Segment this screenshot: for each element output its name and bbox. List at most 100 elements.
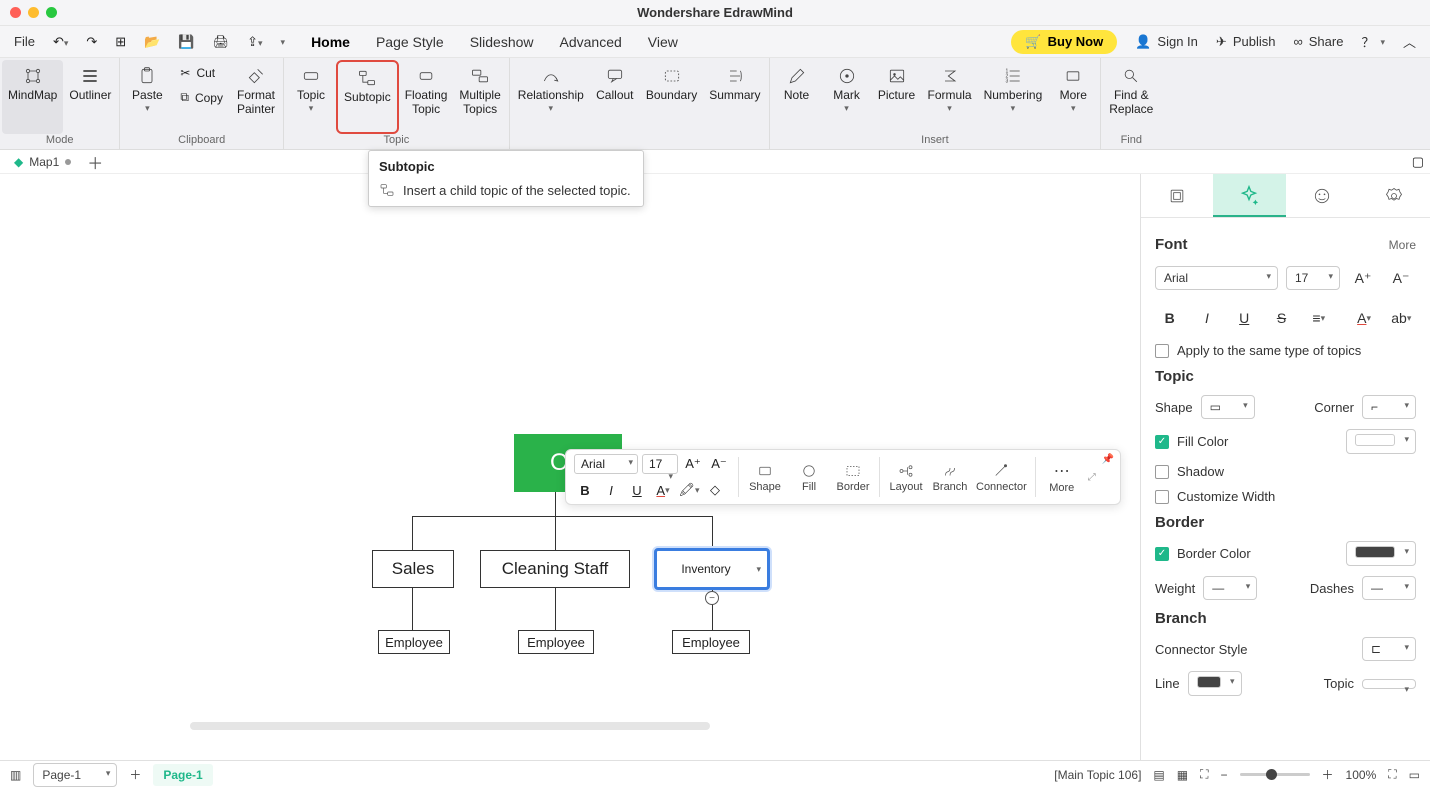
fit-page-button[interactable]: ⛶	[1200, 767, 1208, 782]
rp-decrease-font-button[interactable]: A⁻	[1386, 263, 1416, 293]
fullscreen-button[interactable]: ⛶	[1388, 767, 1396, 782]
insert-more-button[interactable]: More▾	[1048, 60, 1098, 134]
add-document-button[interactable]: ＋	[87, 150, 103, 174]
subtopic-button[interactable]: Subtopic	[336, 60, 399, 134]
collapse-toggle[interactable]: −	[705, 591, 719, 605]
apply-same-checkbox[interactable]	[1155, 344, 1169, 358]
shape-tool-button[interactable]: Shape	[747, 462, 783, 493]
panel-tab-settings[interactable]	[1358, 174, 1430, 217]
page-tab-active[interactable]: Page-1	[153, 764, 212, 786]
rp-underline-button[interactable]: U	[1230, 303, 1259, 333]
pin-toolbar-button[interactable]: 📌	[1102, 454, 1114, 465]
shape-select[interactable]: ▭	[1201, 395, 1255, 419]
close-window-icon[interactable]	[10, 7, 21, 18]
tab-advanced[interactable]: Advanced	[560, 34, 622, 50]
tab-slideshow[interactable]: Slideshow	[470, 34, 534, 50]
rp-font-family-select[interactable]: Arial	[1155, 266, 1278, 290]
topic-button[interactable]: Topic ▾	[286, 60, 336, 134]
rp-strikethrough-button[interactable]: S	[1267, 303, 1296, 333]
tab-page-style[interactable]: Page Style	[376, 34, 444, 50]
mark-button[interactable]: Mark▾	[822, 60, 872, 134]
qa-more[interactable]: ▾	[281, 38, 286, 46]
underline-button[interactable]: U	[626, 479, 648, 501]
rp-italic-button[interactable]: I	[1192, 303, 1221, 333]
mindmap-node-cleaning-staff[interactable]: Cleaning Staff	[480, 550, 630, 588]
float-more-button[interactable]: ⋯More	[1044, 461, 1080, 494]
numbering-button[interactable]: 123Numbering▾	[978, 60, 1049, 134]
find-replace-button[interactable]: Find & Replace	[1103, 60, 1159, 134]
font-more-link[interactable]: More	[1389, 238, 1416, 252]
minimize-window-icon[interactable]	[28, 7, 39, 18]
add-page-button[interactable]: ＋	[129, 766, 141, 783]
print-button[interactable]: 🖨	[213, 34, 230, 50]
branch-tool-button[interactable]: Branch	[932, 462, 968, 493]
zoom-slider[interactable]	[1240, 773, 1310, 776]
italic-button[interactable]: I	[600, 479, 622, 501]
fill-color-checkbox[interactable]: ✓	[1155, 435, 1169, 449]
rp-font-color-button[interactable]: A▾	[1349, 303, 1378, 333]
corner-select[interactable]: ⌐	[1362, 395, 1416, 419]
mindmap-node-employee-2[interactable]: Employee	[518, 630, 594, 654]
panel-toggle-button[interactable]: ▭	[1409, 768, 1420, 782]
zoom-in-button[interactable]: ＋	[1322, 766, 1334, 783]
border-color-checkbox[interactable]: ✓	[1155, 547, 1169, 561]
increase-font-button[interactable]: A⁺	[682, 453, 704, 475]
rp-font-size-select[interactable]: 17	[1286, 266, 1340, 290]
save-button[interactable]: 💾	[178, 34, 194, 50]
rp-bold-button[interactable]: B	[1155, 303, 1184, 333]
weight-select[interactable]: ―	[1203, 576, 1257, 600]
maximize-window-icon[interactable]	[46, 7, 57, 18]
page-selector[interactable]: Page-1	[33, 763, 117, 787]
view-mode-1-button[interactable]: ▤	[1153, 768, 1164, 782]
zoom-out-button[interactable]: −	[1221, 768, 1228, 782]
relationship-button[interactable]: Relationship ▾	[512, 60, 590, 134]
share-button[interactable]: ∞ Share	[1293, 34, 1343, 49]
multiple-topics-button[interactable]: Multiple Topics	[453, 60, 506, 134]
buy-now-button[interactable]: 🛒 Buy Now	[1011, 30, 1117, 54]
sign-in-button[interactable]: 👤 Sign In	[1135, 34, 1198, 50]
font-family-select[interactable]: Arial	[574, 454, 638, 474]
customize-width-checkbox[interactable]	[1155, 490, 1169, 504]
note-button[interactable]: Note	[772, 60, 822, 134]
outline-view-button[interactable]: ▥	[10, 768, 21, 782]
line-color-select[interactable]	[1188, 671, 1242, 696]
panel-tab-page[interactable]	[1141, 174, 1213, 217]
copy-button[interactable]: ⧉ Copy	[178, 86, 225, 109]
file-menu[interactable]: File	[14, 34, 35, 49]
outliner-mode-button[interactable]: Outliner	[63, 60, 117, 134]
tab-home[interactable]: Home	[311, 34, 350, 50]
summary-button[interactable]: Summary	[703, 60, 766, 134]
mindmap-node-employee-3[interactable]: Employee	[672, 630, 750, 654]
boundary-button[interactable]: Boundary	[640, 60, 703, 134]
font-size-select[interactable]: 17	[642, 454, 678, 474]
export-button[interactable]: ⇪▾	[247, 34, 262, 50]
view-mode-2-button[interactable]: ▦	[1177, 768, 1188, 782]
mindmap-node-employee-1[interactable]: Employee	[378, 630, 450, 654]
fill-color-select[interactable]	[1346, 429, 1416, 454]
collapse-ribbon-button[interactable]: ︿	[1403, 32, 1416, 51]
floating-topic-button[interactable]: Floating Topic	[399, 60, 454, 134]
mindmap-node-sales[interactable]: Sales	[372, 550, 454, 588]
paste-button[interactable]: Paste ▾	[122, 60, 172, 134]
formula-button[interactable]: Formula▾	[922, 60, 978, 134]
new-button[interactable]: ⊞	[115, 34, 126, 50]
help-button[interactable]: ？▾	[1361, 32, 1385, 51]
open-button[interactable]: 📂	[144, 34, 160, 50]
undo-button[interactable]: ↶▾	[53, 34, 68, 50]
picture-button[interactable]: Picture	[872, 60, 922, 134]
fill-tool-button[interactable]: Fill	[791, 462, 827, 493]
format-painter-button[interactable]: Format Painter	[231, 60, 281, 134]
dashes-select[interactable]: ―	[1362, 576, 1416, 600]
connector-tool-button[interactable]: Connector	[976, 462, 1027, 493]
bold-button[interactable]: B	[574, 479, 596, 501]
panel-tab-icons[interactable]	[1286, 174, 1358, 217]
highlight-button[interactable]: 🖍▾	[678, 479, 700, 501]
border-color-select[interactable]	[1346, 541, 1416, 566]
mindmap-mode-button[interactable]: MindMap	[2, 60, 63, 134]
connector-style-select[interactable]: ⊏	[1362, 637, 1416, 661]
rp-text-case-button[interactable]: ab▾	[1387, 303, 1416, 333]
font-color-button[interactable]: A▾	[652, 479, 674, 501]
layout-tool-button[interactable]: Layout	[888, 462, 924, 493]
rp-align-button[interactable]: ≡▾	[1304, 303, 1333, 333]
panel-tab-style[interactable]	[1213, 174, 1285, 217]
